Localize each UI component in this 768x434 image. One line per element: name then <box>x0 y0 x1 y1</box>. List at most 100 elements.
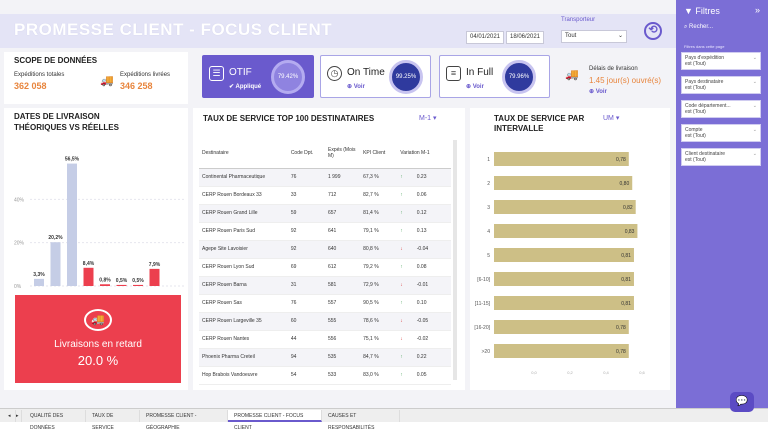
table-row[interactable]: CERP Rouen Largeville 35 60 555 78,6 % ↓ -0.0… <box>199 312 451 331</box>
table-row[interactable]: Hop Brabois Vandoeuvre 54 533 83,0 % ↑ 0.05 <box>199 366 451 385</box>
tab-2[interactable]: PROMESSE CLIENT - GÉOGRAPHIE <box>140 410 228 431</box>
variation-value: 0.08 <box>416 264 427 270</box>
date-bar[interactable] <box>67 163 77 286</box>
cell-kpi-client: 81,4 % <box>360 204 398 223</box>
filter-expand-icon[interactable]: ⌄ <box>752 103 757 109</box>
date-to-field[interactable]: 18/06/2021 <box>506 31 544 44</box>
transporteur-select[interactable]: Tout ⌄ <box>561 30 627 43</box>
cell-variation: ↓ -0.01 <box>397 276 451 295</box>
interval-bar[interactable] <box>494 248 634 262</box>
interval-bar[interactable] <box>494 344 629 358</box>
date-bar[interactable] <box>149 268 160 286</box>
delivery-truck-icon: 🚚 <box>565 69 579 81</box>
tab-3[interactable]: PROMESSE CLIENT - FOCUS CLIENT <box>228 410 322 431</box>
filter-expand-icon[interactable]: ⌄ <box>752 79 757 85</box>
filters-search-text: Recher... <box>689 24 714 30</box>
filter-card[interactable]: Code département... est (Tout) ⌄ <box>681 100 761 118</box>
x-tick-label: 0,0 <box>531 370 537 375</box>
filter-card[interactable]: Client destinataire est (Tout) ⌄ <box>681 148 761 166</box>
col-kpi-client[interactable]: KPI Client <box>360 138 398 169</box>
table-row[interactable]: CERP Rouen Bordeaux 33 33 712 82,7 % ↑ 0.06 <box>199 186 451 205</box>
cell-expes: 555 <box>324 312 361 331</box>
cell-expes: 657 <box>324 204 361 223</box>
table-row[interactable]: CERP Rouen Lyon Sud 69 612 79,2 % ↑ 0.08 <box>199 258 451 277</box>
cell-variation: ↓ -0.04 <box>397 240 451 259</box>
category-label: 1 <box>487 157 490 163</box>
cell-kpi-client: 79,2 % <box>360 258 398 277</box>
col-destinataire[interactable]: Destinataire <box>199 138 288 169</box>
variation-value: -0.02 <box>416 336 429 342</box>
table-row[interactable]: CERP Rouen Barna 31 581 72,9 % ↓ -0.01 <box>199 276 451 295</box>
tab-4[interactable]: CAUSES ET RESPONSABILITÉS <box>322 410 400 431</box>
filter-expand-icon[interactable]: ⌄ <box>752 127 757 133</box>
interval-bar[interactable] <box>494 320 629 334</box>
cell-code-dpt: 33 <box>287 186 325 205</box>
cell-code-dpt: 54 <box>287 366 325 385</box>
chat-icon[interactable]: 💬 <box>730 392 754 412</box>
top100-title: TAUX DE SERVICE TOP 100 DESTINATAIRES <box>203 114 375 123</box>
interval-bar[interactable] <box>494 224 638 238</box>
bar-value-label: 0,78 <box>616 157 626 163</box>
table-row[interactable]: CERP Rouen Grand Lille 59 657 81,4 % ↑ 0.12 <box>199 204 451 223</box>
date-bar[interactable] <box>83 267 94 286</box>
interval-bar[interactable] <box>494 176 633 190</box>
table-row[interactable]: Phoenix Pharma Creteil 94 535 84,7 % ↑ 0.22 <box>199 348 451 367</box>
cell-destinataire: Phoenix Pharma Creteil <box>199 348 288 367</box>
filter-expand-icon[interactable]: ⌄ <box>752 151 757 157</box>
cell-code-dpt: 92 <box>287 222 325 241</box>
list-icon: ≡ <box>446 66 461 81</box>
delai-link[interactable]: ⊕ Voir <box>589 89 607 95</box>
date-from-field[interactable]: 04/01/2021 <box>466 31 504 44</box>
collapse-icon[interactable]: » <box>754 5 760 15</box>
category-label: [6-10] <box>477 277 490 283</box>
date-bar[interactable] <box>34 278 44 286</box>
period-selector[interactable]: M-1 ▾ <box>419 115 437 122</box>
back-button[interactable]: ⟲ <box>644 22 662 40</box>
cell-code-dpt: 31 <box>287 276 325 295</box>
cell-destinataire: CERP Rouen Sas <box>199 294 288 313</box>
kpi-card-in-full[interactable]: ≡ In Full ⊕ Voir 79.96% <box>439 55 550 98</box>
table-row[interactable]: Continental Pharmaceutique 76 1 999 67,3 % ↑… <box>199 168 451 187</box>
date-bar[interactable] <box>116 284 127 286</box>
bar-value-label: 0,81 <box>621 253 631 259</box>
filter-card[interactable]: Pays destinataire est (Tout) ⌄ <box>681 76 761 94</box>
tab-scroll-right[interactable]: ▸ <box>16 410 22 422</box>
tab-1[interactable]: TAUX DE SERVICE <box>86 410 140 431</box>
x-tick-label: 0,6 <box>639 370 645 375</box>
kpi-card-on-time[interactable]: ◷ On Time ⊕ Voir 99.25% <box>320 55 431 98</box>
filter-card[interactable]: Compte est (Tout) ⌄ <box>681 124 761 142</box>
date-bar[interactable] <box>50 242 61 286</box>
cell-kpi-client: 72,9 % <box>360 276 398 295</box>
filter-card[interactable]: Pays d'expédition est (Tout) ⌄ <box>681 52 761 70</box>
clock-icon: ◷ <box>327 66 342 81</box>
bar-data-label: 0,5% <box>132 278 144 284</box>
table-row[interactable]: CERP Rouen Sas 76 557 90,5 % ↑ 0.10 <box>199 294 451 313</box>
filter-expand-icon[interactable]: ⌄ <box>752 55 757 61</box>
unit-selector[interactable]: UM ▾ <box>603 115 620 122</box>
col-expes[interactable]: Expés (Mois M) <box>324 138 361 169</box>
interval-bar[interactable] <box>494 296 634 310</box>
table-row[interactable]: CERP Rouen Nantes 44 556 75,1 % ↓ -0.02 <box>199 330 451 349</box>
bar-data-label: 56,5% <box>65 157 80 163</box>
top100-table: Destinataire Code Dpt. Expés (Mois M) KP… <box>199 138 451 385</box>
delivered-value: 346 258 <box>120 81 153 91</box>
col-code-dpt[interactable]: Code Dpt. <box>287 138 325 169</box>
filter-value: est (Tout) <box>685 61 706 67</box>
interval-bar[interactable] <box>494 272 634 286</box>
filter-name: Pays destinataire <box>685 79 724 85</box>
tab-scroll-left[interactable]: ◂ <box>8 410 16 422</box>
cell-expes: 641 <box>324 222 361 241</box>
category-label: [11-15] <box>475 301 491 307</box>
tab-0[interactable]: QUALITÉ DES DONNÉES <box>24 410 86 431</box>
interval-bar[interactable] <box>494 200 636 214</box>
table-row[interactable]: Agepe Site Lavoisier 92 640 80,8 % ↓ -0.04 <box>199 240 451 259</box>
col-variation[interactable]: Variation M-1 <box>397 138 451 169</box>
kpi-card-otif[interactable]: ☰ OTIF ✔ Appliqué 79.42% <box>202 55 314 98</box>
filters-search[interactable]: ⌕ Recher... <box>684 24 714 30</box>
date-bar[interactable] <box>100 284 110 286</box>
date-bar[interactable] <box>133 284 143 286</box>
cell-variation: ↑ 0.05 <box>397 366 451 385</box>
interval-bar[interactable] <box>494 152 629 166</box>
table-scrollbar[interactable] <box>453 140 457 380</box>
table-row[interactable]: CERP Rouen Paris Sud 92 641 79,1 % ↑ 0.13 <box>199 222 451 241</box>
